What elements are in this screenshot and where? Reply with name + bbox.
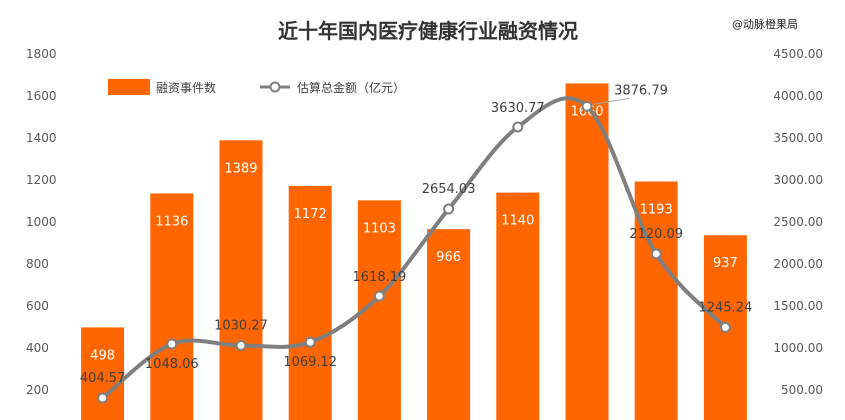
legend-bar-label: 融资事件数: [156, 80, 216, 95]
left-tick-label: 200: [26, 383, 49, 397]
line-point: [719, 321, 731, 333]
right-tick-label: 2500.00: [773, 215, 823, 229]
right-tick-label: 4000.00: [773, 89, 823, 103]
line-point: [581, 100, 593, 112]
left-tick-label: 1600: [26, 89, 57, 103]
bar: [150, 193, 194, 420]
bar-data-label: 1172: [294, 207, 327, 222]
right-tick-label: 1000.00: [773, 341, 823, 355]
chart-title: 近十年国内医疗健康行业融资情况: [278, 19, 578, 43]
left-axis: 200 400 600 800 1000 1200 1400 1600 1800: [26, 47, 57, 397]
line-point: [97, 392, 109, 404]
left-tick-label: 1200: [26, 173, 57, 187]
right-tick-label: 2000.00: [773, 257, 823, 271]
line-data-label: 2120.09: [629, 227, 683, 242]
line-data-label: 1048.06: [145, 357, 199, 372]
left-tick-label: 600: [26, 299, 49, 313]
line-point: [650, 248, 662, 260]
line-point: [373, 290, 385, 302]
bar-data-label: 1193: [640, 202, 673, 217]
legend-bar-swatch: [108, 79, 150, 95]
line-data-label: 3876.79: [614, 83, 668, 98]
bar: [288, 185, 332, 420]
bar-data-label: 1136: [155, 214, 188, 229]
line-data-label: 1618.19: [353, 270, 407, 285]
bar: [219, 140, 263, 420]
line-data-label: 1030.27: [214, 318, 268, 333]
line-data-label: 1069.12: [283, 355, 337, 370]
right-axis: 500.00 1000.00 1500.00 2000.00 2500.00 3000.0…: [773, 47, 823, 397]
bar: [496, 192, 540, 420]
left-tick-label: 400: [26, 341, 49, 355]
line-labels: 404.57 1048.06 1030.27 1069.12 1618.19 2654.0…: [80, 83, 752, 386]
line-path: [101, 96, 727, 400]
line-point: [304, 336, 316, 348]
line-data-label: 3630.77: [491, 101, 545, 116]
line-series: [97, 96, 731, 404]
bar-data-label: 966: [436, 250, 461, 265]
bar-data-label: 498: [90, 348, 115, 363]
line-point: [166, 338, 178, 350]
line-point: [235, 339, 247, 351]
watermark-text: @动脉橙果局: [732, 17, 798, 31]
bar-data-label: 937: [713, 256, 738, 271]
left-tick-label: 1800: [26, 47, 57, 61]
bar-data-label: 1389: [224, 161, 257, 176]
bar-data-label: 1103: [363, 221, 396, 236]
bar-data-label: 1140: [501, 214, 534, 229]
line-data-label: 1245.24: [699, 300, 753, 315]
left-tick-label: 800: [26, 257, 49, 271]
bar: [565, 83, 609, 420]
right-tick-label: 3000.00: [773, 173, 823, 187]
bar: [427, 229, 471, 420]
legend: 融资事件数 估算总金额（亿元）: [108, 79, 405, 95]
bar: [81, 327, 125, 420]
line-data-label: 2654.03: [422, 182, 476, 197]
legend-line-marker: [269, 81, 281, 93]
right-tick-label: 3500.00: [773, 131, 823, 145]
legend-line-label: 估算总金额（亿元）: [297, 80, 405, 95]
right-tick-label: 500.00: [781, 383, 823, 397]
right-tick-label: 4500.00: [773, 47, 823, 61]
line-point: [443, 203, 455, 215]
right-tick-label: 1500.00: [773, 299, 823, 313]
line-point: [512, 121, 524, 133]
left-tick-label: 1000: [26, 215, 57, 229]
line-data-label: 404.57: [80, 371, 126, 386]
left-tick-label: 1400: [26, 131, 57, 145]
leader-line: [592, 97, 630, 105]
